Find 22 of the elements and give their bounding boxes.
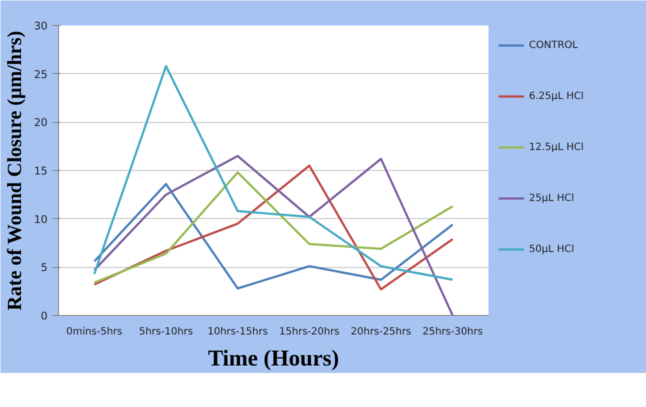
y-tick-label: 0 xyxy=(40,310,48,322)
y-tick-label: 30 xyxy=(34,20,48,32)
x-axis-title: Time (Hours) xyxy=(208,346,340,370)
y-axis-title: Rate of Wound Closure (µm/hrs) xyxy=(4,30,26,311)
x-tick-label: 25hrs-30hrs xyxy=(422,326,483,338)
line-series xyxy=(93,154,454,316)
legend-label: CONTROL xyxy=(529,40,578,50)
legend-label: 50µL HCl xyxy=(529,244,574,254)
y-tick-label: 15 xyxy=(34,164,48,178)
legend-label: 12.5µL HCl xyxy=(529,142,584,152)
legend-label: 6.25µL HCl xyxy=(529,90,584,102)
y-tick-label: 5 xyxy=(40,261,48,274)
y-tick-label: 20 xyxy=(34,116,48,130)
legend-label: 25µL HCl xyxy=(529,192,574,204)
x-tick-label: 5hrs-10hrs xyxy=(138,326,194,338)
x-tick-label: 20hrs-25hrs xyxy=(350,326,412,338)
x-tick-label: 15hrs-20hrs xyxy=(279,326,340,338)
x-tick-label: 10hrs-15hrs xyxy=(207,326,268,338)
y-tick-label: 10 xyxy=(34,212,48,226)
y-tick-label: 25 xyxy=(34,68,48,81)
x-tick-label: 0mins-5hrs xyxy=(66,326,122,338)
line-series xyxy=(93,65,454,281)
